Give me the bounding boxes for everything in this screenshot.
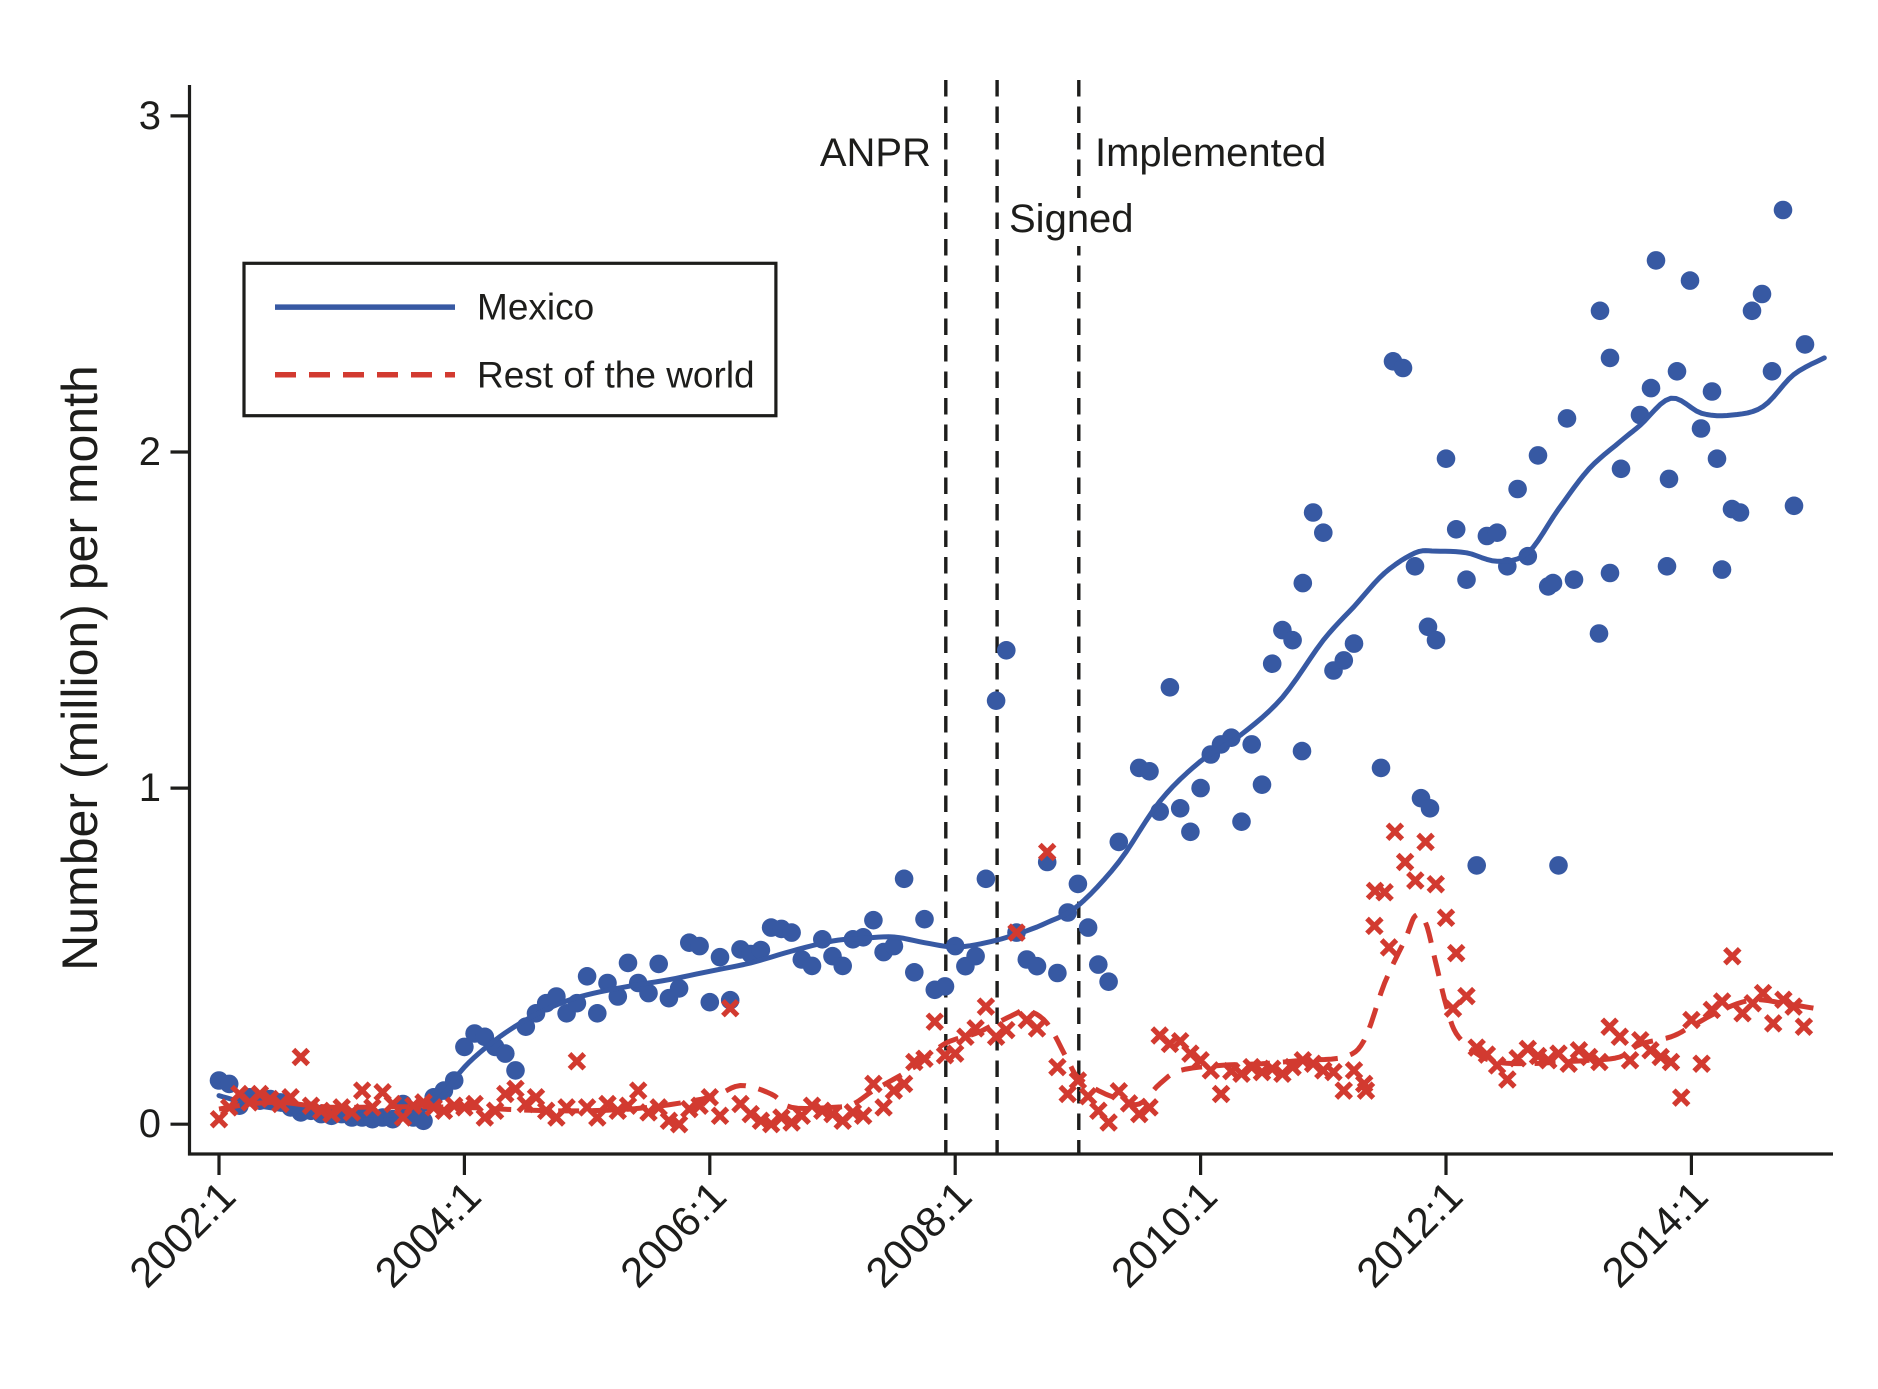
svg-text:Signed: Signed (1009, 197, 1134, 241)
svg-text:Rest of the world: Rest of the world (477, 354, 755, 395)
svg-text:3: 3 (139, 94, 161, 138)
svg-text:1: 1 (139, 766, 161, 810)
svg-text:2: 2 (139, 430, 161, 474)
svg-text:ANPR: ANPR (820, 131, 931, 175)
svg-text:Implemented: Implemented (1095, 131, 1326, 175)
svg-text:0: 0 (139, 1102, 161, 1146)
svg-text:Mexico: Mexico (477, 287, 594, 328)
svg-text:Number (million) per month: Number (million) per month (52, 365, 108, 971)
